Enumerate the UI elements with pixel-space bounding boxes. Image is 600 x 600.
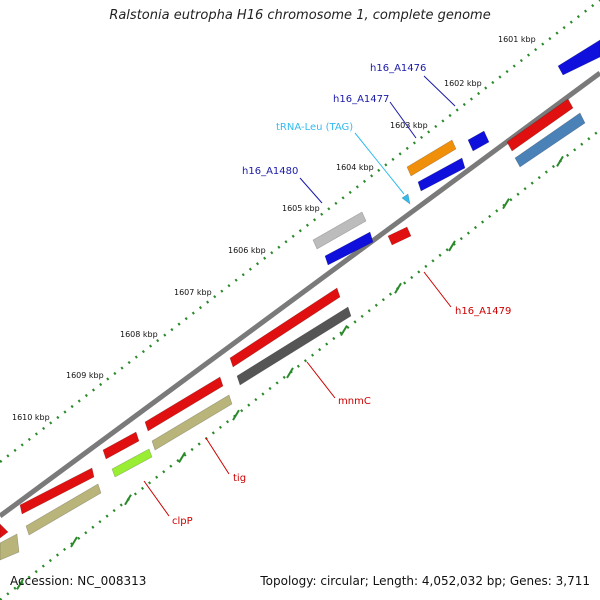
gene-h16-A1477[interactable] bbox=[417, 157, 466, 192]
accession-text: Accession: NC_008313 bbox=[10, 574, 147, 588]
tick-label: 1601 kbp bbox=[498, 35, 536, 44]
tick-label: 1604 kbp bbox=[336, 163, 374, 172]
label-mnmC: mnmC bbox=[338, 396, 371, 407]
label-h16-A1477: h16_A1477 bbox=[333, 94, 389, 105]
label-tig: tig bbox=[233, 473, 246, 484]
gene-mnmC[interactable] bbox=[229, 287, 341, 368]
tick-mark bbox=[16, 578, 24, 590]
chromosome-backbone bbox=[0, 70, 600, 519]
tick-mark bbox=[394, 282, 402, 294]
leader-h16-A1479 bbox=[423, 271, 452, 308]
tick-mark bbox=[124, 494, 132, 506]
tick-label: 1609 kbp bbox=[66, 371, 104, 380]
gene-c[interactable] bbox=[102, 431, 140, 460]
tick-mark bbox=[70, 536, 78, 548]
tick-mark bbox=[232, 409, 240, 421]
tick-label: 1608 kbp bbox=[120, 330, 158, 339]
tick-mark bbox=[340, 325, 348, 337]
tick-label: 1606 kbp bbox=[228, 246, 266, 255]
leader-h16-A1480 bbox=[299, 177, 323, 204]
gene-gray[interactable] bbox=[312, 211, 367, 250]
tick-ring-inner bbox=[0, 0, 600, 463]
label-h16-A1479: h16_A1479 bbox=[455, 306, 511, 317]
gene-khaki-2[interactable] bbox=[25, 483, 102, 536]
topology-text: Topology: circular; Length: 4,052,032 bp… bbox=[260, 574, 590, 588]
gene-h16-A1476[interactable] bbox=[467, 130, 490, 152]
tick-label: 1603 kbp bbox=[390, 121, 428, 130]
tick-ring-outer bbox=[0, 129, 600, 600]
gene-clpP[interactable] bbox=[111, 448, 153, 478]
label-h16-A1476: h16_A1476 bbox=[370, 63, 426, 74]
gene-top-blue[interactable] bbox=[557, 39, 600, 76]
label-h16-A1480: h16_A1480 bbox=[242, 166, 298, 177]
tick-mark bbox=[502, 198, 510, 210]
gene-khaki-3[interactable] bbox=[151, 394, 233, 451]
gene-h16-A1479[interactable] bbox=[387, 226, 412, 246]
tick-mark bbox=[178, 451, 186, 463]
gene-tig[interactable] bbox=[144, 376, 224, 432]
tick-label: 1610 kbp bbox=[12, 413, 50, 422]
map-title: Ralstonia eutropha H16 chromosome 1, com… bbox=[109, 8, 491, 23]
gene-a[interactable] bbox=[0, 523, 9, 539]
trna-leu[interactable] bbox=[401, 193, 411, 205]
gene-top-red[interactable] bbox=[506, 98, 574, 152]
tick-mark bbox=[286, 367, 294, 379]
gene-orange[interactable] bbox=[406, 139, 457, 177]
tick-label: 1607 kbp bbox=[174, 288, 212, 297]
gene-b[interactable] bbox=[19, 467, 95, 515]
gene-darkgray[interactable] bbox=[236, 306, 352, 386]
gene-khaki-1[interactable] bbox=[0, 533, 20, 561]
leader-lines bbox=[143, 75, 456, 517]
feature-labels: h16_A1476 h16_A1477 tRNA-Leu (TAG) h16_A… bbox=[172, 63, 511, 527]
tick-label: 1602 kbp bbox=[444, 79, 482, 88]
leader-trna-leu bbox=[354, 132, 405, 195]
label-trna-leu: tRNA-Leu (TAG) bbox=[276, 122, 353, 133]
leader-h16-A1477 bbox=[389, 101, 417, 139]
gene-h16-A1480[interactable] bbox=[324, 231, 374, 266]
leader-mnmC bbox=[306, 361, 336, 399]
gene-steelblue[interactable] bbox=[514, 112, 586, 168]
leader-h16-A1476 bbox=[423, 75, 456, 107]
leader-clpP bbox=[143, 480, 170, 517]
leader-tig bbox=[205, 437, 230, 475]
feature-layer bbox=[0, 39, 600, 561]
tick-mark bbox=[448, 240, 456, 252]
tick-label: 1605 kbp bbox=[282, 204, 320, 213]
label-clpP: clpP bbox=[172, 516, 193, 527]
tick-mark bbox=[556, 155, 564, 167]
